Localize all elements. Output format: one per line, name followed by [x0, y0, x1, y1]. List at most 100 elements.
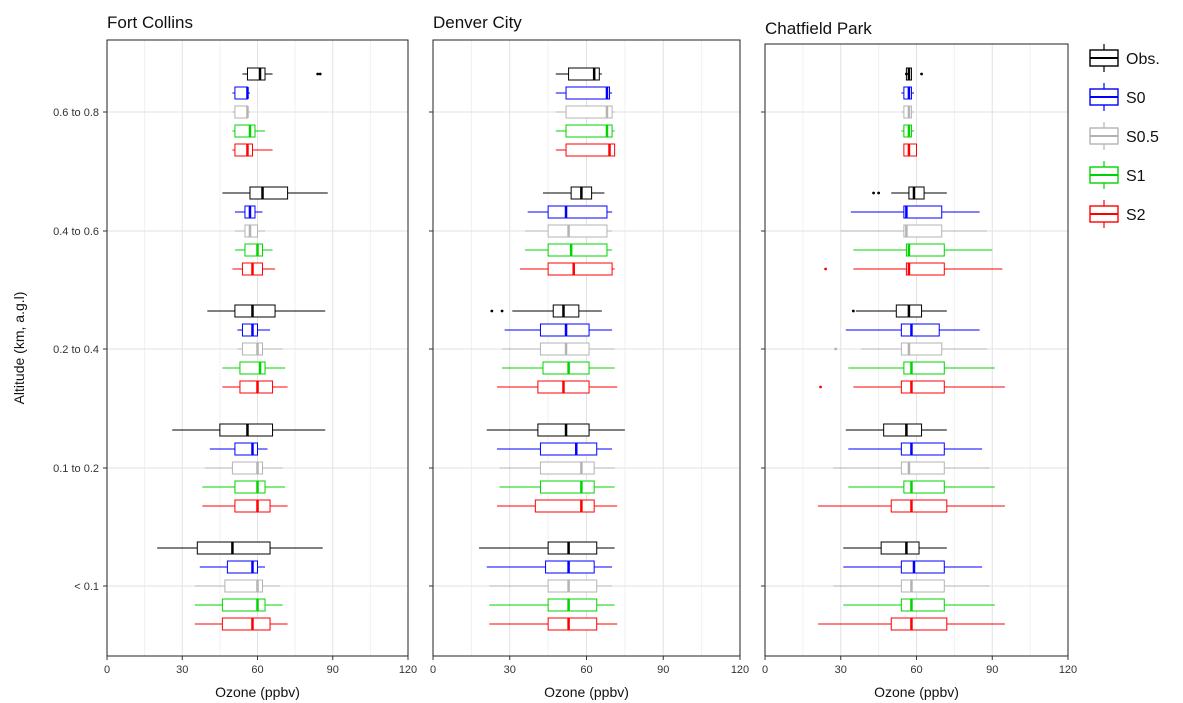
- x-tick-label: 0: [104, 664, 110, 676]
- box: [244, 243, 264, 257]
- box: [539, 342, 590, 356]
- box: [903, 105, 912, 119]
- box: [226, 560, 258, 574]
- outlier-point: [877, 191, 881, 195]
- box: [539, 323, 590, 337]
- box: [900, 560, 945, 574]
- box: [239, 361, 266, 375]
- panel-title: Fort Collins: [107, 13, 193, 32]
- box: [565, 105, 613, 119]
- x-tick-label: 30: [504, 664, 516, 676]
- box: [547, 243, 608, 257]
- box: [234, 499, 271, 513]
- box: [234, 304, 276, 318]
- box: [568, 67, 600, 81]
- box: [547, 617, 598, 631]
- box: [903, 480, 945, 494]
- box: [547, 224, 608, 238]
- outlier-point: [318, 72, 322, 76]
- x-tick-label: 30: [835, 664, 847, 676]
- x-tick-label: 30: [176, 664, 188, 676]
- x-axis-label: Ozone (ppbv): [215, 684, 300, 700]
- box: [903, 124, 912, 138]
- box: [547, 598, 598, 612]
- box: [241, 342, 264, 356]
- box: [900, 461, 945, 475]
- legend-label: S0.5: [1126, 129, 1159, 146]
- box: [196, 541, 271, 555]
- y-axis-label: Altitude (km, a.g.l): [11, 292, 27, 405]
- box: [249, 186, 289, 200]
- legend-label: S2: [1126, 207, 1146, 224]
- box: [539, 461, 595, 475]
- box: [565, 124, 613, 138]
- box: [903, 224, 943, 238]
- box: [221, 598, 266, 612]
- box: [234, 442, 259, 456]
- box: [903, 205, 943, 219]
- x-tick-label: 120: [731, 664, 749, 676]
- box: [234, 124, 256, 138]
- box: [534, 499, 595, 513]
- box: [539, 480, 595, 494]
- box: [903, 143, 917, 157]
- box: [537, 423, 590, 437]
- box: [234, 105, 248, 119]
- box: [539, 442, 598, 456]
- box: [903, 361, 945, 375]
- panel-title: Denver City: [433, 13, 522, 32]
- x-axis-label: Ozone (ppbv): [874, 684, 959, 700]
- box: [900, 442, 945, 456]
- box: [900, 342, 943, 356]
- legend-label: S1: [1126, 168, 1146, 185]
- x-tick-label: 120: [399, 664, 417, 676]
- outlier-point: [905, 72, 908, 76]
- outlier-point: [490, 309, 494, 313]
- legend-label: Obs.: [1126, 51, 1160, 68]
- box: [552, 304, 580, 318]
- box: [545, 560, 595, 574]
- box: [547, 205, 608, 219]
- outlier-point: [851, 309, 855, 313]
- x-tick-label: 90: [657, 664, 669, 676]
- box: [542, 361, 590, 375]
- outlier-point: [920, 72, 923, 76]
- box: [547, 541, 598, 555]
- y-tick-label: 0.2 to 0.4: [53, 344, 99, 356]
- box: [234, 86, 248, 100]
- y-tick-label: < 0.1: [74, 581, 99, 593]
- box: [890, 499, 948, 513]
- x-tick-label: 90: [327, 664, 339, 676]
- box: [565, 143, 616, 157]
- x-tick-label: 0: [430, 664, 436, 676]
- box: [224, 579, 264, 593]
- box: [903, 86, 912, 100]
- box: [565, 86, 611, 100]
- y-tick-label: 0.4 to 0.6: [53, 226, 99, 238]
- box: [905, 243, 945, 257]
- box: [900, 579, 945, 593]
- box: [900, 598, 945, 612]
- outlier-point: [316, 72, 320, 76]
- box: [231, 461, 264, 475]
- x-tick-label: 60: [251, 664, 263, 676]
- box: [239, 380, 274, 394]
- panel-title: Chatfield Park: [765, 19, 872, 38]
- x-axis-label: Ozone (ppbv): [544, 684, 629, 700]
- outlier-point: [819, 385, 822, 389]
- box: [900, 380, 945, 394]
- box: [547, 579, 598, 593]
- y-tick-label: 0.6 to 0.8: [53, 107, 99, 119]
- outlier-point: [834, 347, 838, 351]
- x-tick-label: 60: [580, 664, 592, 676]
- outlier-point: [872, 191, 875, 195]
- box: [246, 67, 266, 81]
- box: [890, 617, 948, 631]
- outlier-point: [824, 267, 827, 271]
- x-tick-label: 0: [762, 664, 768, 676]
- box: [883, 423, 923, 437]
- x-tick-label: 90: [986, 664, 998, 676]
- box: [908, 186, 925, 200]
